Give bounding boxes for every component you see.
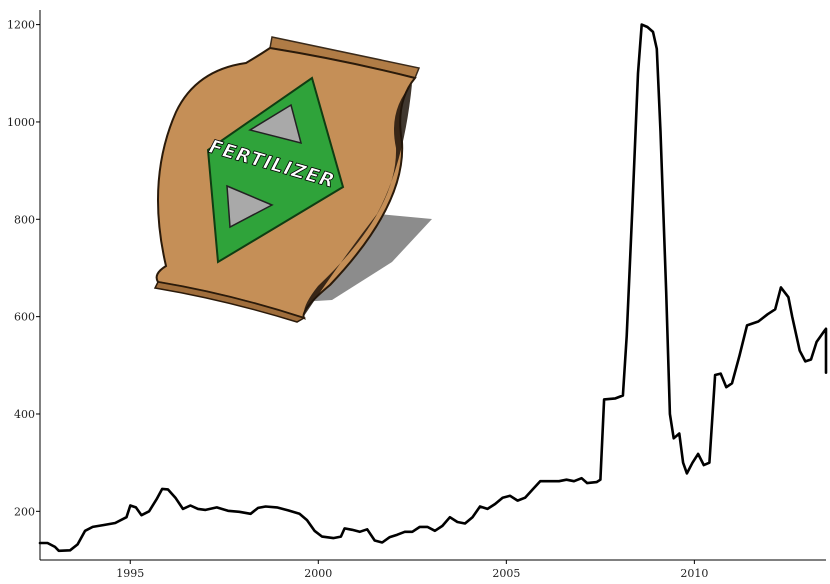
x-tick-label: 2000 [304,567,332,580]
fertilizer-bag-illustration: FERTILIZER [153,36,432,323]
price-series-line [38,23,828,553]
bag-bottom-fold [153,281,306,323]
x-tick-label: 2010 [680,567,708,580]
y-tick-label: 800 [14,213,35,226]
bag-right-fold [303,84,412,316]
bag-triangle-top [248,103,303,145]
y-axis-ticks: 200 400 600 800 1000 1200 [7,19,40,518]
y-tick-label: 1200 [7,19,35,32]
y-tick-label: 200 [14,505,35,518]
bag-triangle-bottom [226,184,274,229]
y-tick-label: 400 [14,408,35,421]
x-tick-label: 1995 [116,567,144,580]
y-tick-label: 1000 [7,116,35,129]
x-tick-label: 2005 [492,567,520,580]
x-axis-ticks: 1995 2000 2005 2010 [116,560,708,580]
y-tick-label: 600 [14,311,35,324]
